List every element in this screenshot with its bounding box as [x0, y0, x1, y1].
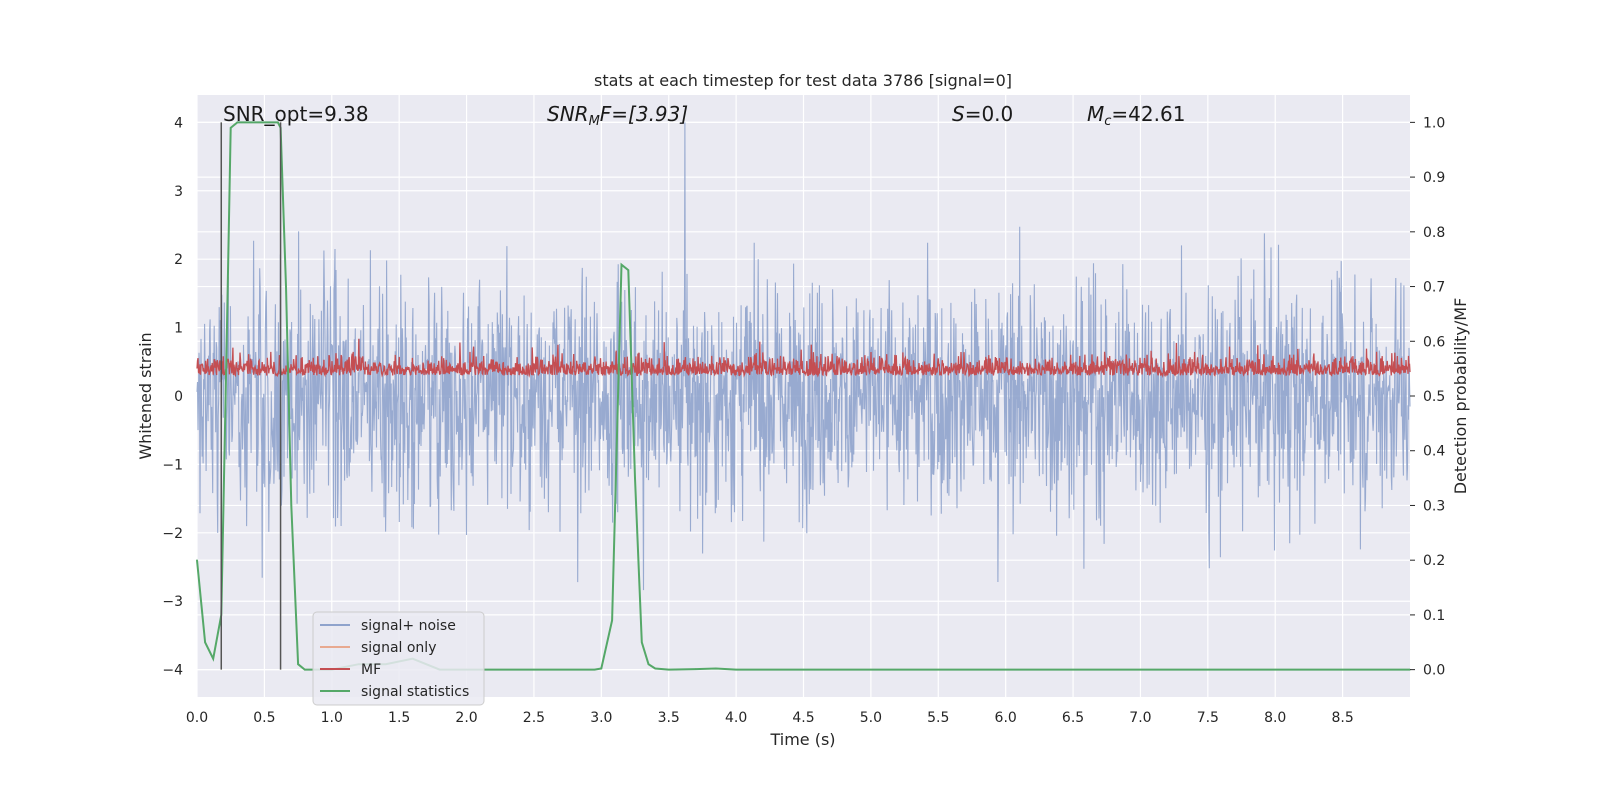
y-axis-label-left: Whitened strain	[136, 332, 155, 459]
x-tick-label: 1.0	[321, 710, 343, 726]
signal-statistics-point	[735, 668, 737, 671]
legend-box	[312, 611, 485, 706]
x-tick-label: 8.0	[1264, 710, 1286, 726]
signal-statistics-point	[715, 667, 717, 670]
signal-statistics-point	[204, 641, 206, 644]
signal-statistics-point	[212, 657, 214, 660]
y-tick-label-right: 0.5	[1423, 389, 1445, 405]
signal-statistics-point	[1004, 668, 1007, 671]
annotation-snr-mf: SNRMF=[3.93]	[547, 102, 688, 129]
signal-statistics-point	[229, 127, 232, 129]
y-tick-label-right: 0.2	[1423, 553, 1445, 569]
y-tick-label-left: 1	[174, 321, 183, 337]
y-tick-label-left: 4	[174, 115, 183, 131]
y-tick-label-right: 0.3	[1423, 498, 1445, 514]
signal-statistics-point	[277, 121, 279, 124]
x-tick-label: 0.5	[253, 710, 275, 726]
signal-statistics-point	[870, 668, 872, 671]
x-tick-label: 2.5	[523, 710, 545, 726]
signal-statistics-point	[236, 121, 239, 124]
legend-label-mf: MF	[361, 662, 381, 678]
signal-statistics-point	[640, 641, 643, 644]
y-tick-label-left: 3	[174, 184, 183, 200]
signal-statistics-point	[263, 121, 266, 124]
y-tick-label-right: 1.0	[1423, 115, 1445, 131]
y-tick-label-left: −3	[162, 594, 183, 610]
y-tick-label-right: 0.7	[1423, 280, 1445, 296]
x-tick-label: 0.0	[186, 710, 208, 726]
x-tick-label: 4.0	[725, 710, 747, 726]
legend-label-signal-statistics: signal statistics	[361, 684, 469, 700]
signal-statistics-point	[611, 619, 613, 622]
y-tick-label-left: 2	[174, 252, 183, 268]
y-tick-label-left: −1	[162, 457, 183, 473]
x-axis-label: Time (s)	[769, 730, 835, 749]
x-tick-label: 8.5	[1331, 710, 1353, 726]
x-tick-label: 3.5	[658, 710, 680, 726]
x-tick-label: 5.5	[927, 710, 949, 726]
y-tick-label-left: −4	[162, 663, 183, 679]
series-mf	[196, 338, 1411, 378]
x-tick-label: 3.0	[590, 710, 612, 726]
signal-statistics-point	[600, 667, 603, 670]
legend-label-signal-noise: signal+ noise	[361, 618, 456, 634]
signal-statistics-point	[1274, 668, 1277, 671]
signal-statistics-point	[1139, 668, 1142, 671]
y-tick-label-left: −2	[162, 526, 183, 542]
annotation-s: S=0.0	[952, 102, 1013, 126]
y-tick-label-right: 0.8	[1423, 225, 1445, 241]
signal-statistics-point	[654, 667, 657, 670]
x-tick-label: 2.0	[455, 710, 477, 726]
y-tick-label-right: 0.0	[1423, 663, 1445, 679]
signal-statistics-point	[290, 504, 293, 507]
signal-statistics-point	[225, 340, 228, 343]
chart-title: stats at each timestep for test data 378…	[594, 71, 1012, 90]
legend: signal+ noise signal only MF signal stat…	[312, 611, 485, 706]
y-tick-label-right: 0.9	[1423, 170, 1445, 186]
x-tick-label: 7.0	[1129, 710, 1151, 726]
legend-label-signal-only: signal only	[361, 640, 436, 656]
y-tick-labels-right: 1.0 0.9 0.8 0.7 0.6 0.5 0.4 0.3 0.2 0.1 0.0	[1410, 115, 1445, 679]
vertical-markers	[220, 122, 282, 670]
signal-statistics-point	[627, 269, 630, 271]
x-tick-label: 6.5	[1062, 710, 1084, 726]
signal-statistics-point	[250, 121, 252, 124]
signal-statistics-point	[196, 559, 198, 561]
signal-statistics-point	[285, 285, 287, 288]
signal-statistics-point	[593, 668, 596, 671]
y-tick-label-left: 0	[174, 389, 183, 405]
x-tick-label: 1.5	[388, 710, 410, 726]
signal-statistics-point	[304, 668, 306, 671]
annotation-snr-opt: SNR_opt=9.38	[223, 102, 369, 126]
y-tick-label-right: 0.4	[1423, 444, 1445, 460]
signal-statistics-point	[620, 263, 623, 266]
signal-statistics-point	[297, 663, 299, 665]
signal-statistics-point	[694, 668, 697, 670]
signal-statistics-point	[647, 663, 650, 665]
series-left-axis	[196, 122, 1411, 591]
signal-statistics-point	[667, 668, 670, 671]
x-tick-label: 7.5	[1197, 710, 1219, 726]
x-tick-labels: 0.0 0.5 1.0 1.5 2.0 2.5 3.0 3.5 4.0 4.5 5.0 5.5 6.0 6…	[186, 710, 1354, 726]
y-axis-label-right: Detection probability/MF	[1451, 298, 1470, 495]
y-tick-label-right: 0.1	[1423, 608, 1445, 624]
y-tick-labels-left: 4 3 2 1 0 −1 −2 −3 −4	[162, 115, 183, 678]
x-tick-label: 4.5	[792, 710, 814, 726]
annotation-mc: Mc=42.61	[1087, 102, 1185, 129]
signal-statistics-point	[634, 477, 636, 479]
y-tick-label-right: 0.6	[1423, 334, 1445, 350]
signal-statistics-point	[533, 668, 535, 671]
x-tick-label: 6.0	[995, 710, 1017, 726]
x-tick-label: 5.0	[860, 710, 882, 726]
